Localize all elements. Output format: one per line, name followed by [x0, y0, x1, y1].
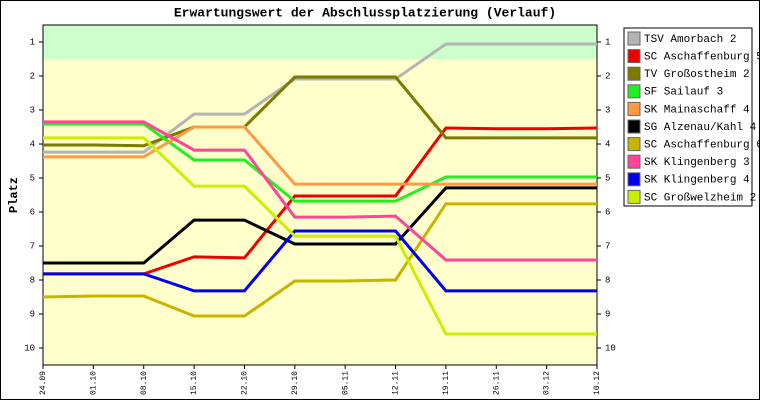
x-tick-label: 26.11	[492, 371, 501, 395]
y-tick-label: 6	[605, 207, 610, 217]
legend-label: SK Mainaschaff 4	[644, 104, 750, 116]
x-tick-label: 15.10	[190, 371, 199, 395]
x-tick-label: 08.10	[140, 371, 149, 395]
y-tick-label: 4	[605, 139, 610, 149]
x-tick-label: 05.11	[341, 371, 350, 395]
y-tick-label: 9	[30, 309, 35, 319]
y-tick-label: 5	[30, 173, 35, 183]
legend-swatch	[627, 119, 641, 134]
y-tick-label: 5	[605, 173, 610, 183]
y-tick-label: 3	[30, 105, 35, 115]
y-tick-label: 1	[605, 37, 610, 47]
y-tick-label: 7	[605, 241, 610, 251]
y-tick-label: 2	[30, 71, 35, 81]
legend-swatch	[627, 84, 641, 99]
series-line	[43, 122, 597, 203]
legend-label: TSV Amorbach 2	[644, 34, 736, 46]
legend-label: TV Großostheim 2	[644, 69, 750, 81]
chart-title: Erwartungswert der Abschlussplatzierung …	[174, 5, 556, 20]
y-tick-label: 8	[30, 275, 35, 285]
legend-swatch	[627, 66, 641, 81]
legend-swatch	[627, 101, 641, 116]
y-tick-label: 1	[30, 37, 35, 47]
series-line	[43, 75, 597, 148]
x-tick-label: 22.10	[241, 371, 250, 395]
legend-box	[623, 27, 753, 207]
series-line	[43, 120, 597, 262]
series-line	[43, 136, 597, 336]
y-axis-label: Platz	[7, 177, 21, 213]
legend-label: SC Großwelzheim 2	[644, 192, 756, 204]
legend-swatch	[627, 189, 641, 204]
y-tick-label: 2	[605, 71, 610, 81]
legend-swatch	[627, 137, 641, 152]
legend-label: SG Alzenau/Kahl 4	[644, 122, 757, 134]
legend-swatch	[627, 49, 641, 64]
band	[43, 25, 597, 59]
legend-swatch	[627, 31, 641, 46]
x-tick-label: 01.10	[89, 371, 98, 395]
plot-border	[42, 24, 598, 366]
y-tick-label: 7	[30, 241, 35, 251]
series-line	[43, 42, 597, 154]
series-line	[42, 202, 597, 318]
x-tick-label: 12.11	[392, 371, 401, 395]
x-tick-label: 29.10	[291, 371, 300, 395]
y-tick-label: 4	[30, 139, 35, 149]
series-line	[43, 125, 597, 186]
series-line	[43, 229, 597, 293]
legend-swatch	[627, 154, 641, 169]
y-tick-label: 10	[24, 343, 35, 353]
y-tick-label: 3	[605, 105, 610, 115]
x-tick-label: 03.12	[543, 371, 552, 395]
legend-label: SK Klingenberg 4	[644, 175, 750, 187]
legend-swatch	[627, 172, 641, 187]
band	[43, 59, 597, 365]
x-tick-label: 24.09	[39, 371, 48, 395]
x-tick-label: 10.12	[593, 371, 602, 395]
legend-label: SF Sailauf 3	[644, 87, 723, 99]
y-tick-label: 9	[605, 309, 610, 319]
legend-label: SC Aschaffenburg 5	[644, 52, 760, 64]
legend-label: SK Klingenberg 3	[644, 157, 750, 169]
y-tick-label: 10	[605, 343, 616, 353]
y-tick-label: 8	[605, 275, 610, 285]
series-line	[43, 186, 597, 265]
x-tick-label: 19.11	[442, 371, 451, 395]
y-tick-label: 6	[30, 207, 35, 217]
legend-label: SC Aschaffenburg 6	[644, 140, 760, 152]
